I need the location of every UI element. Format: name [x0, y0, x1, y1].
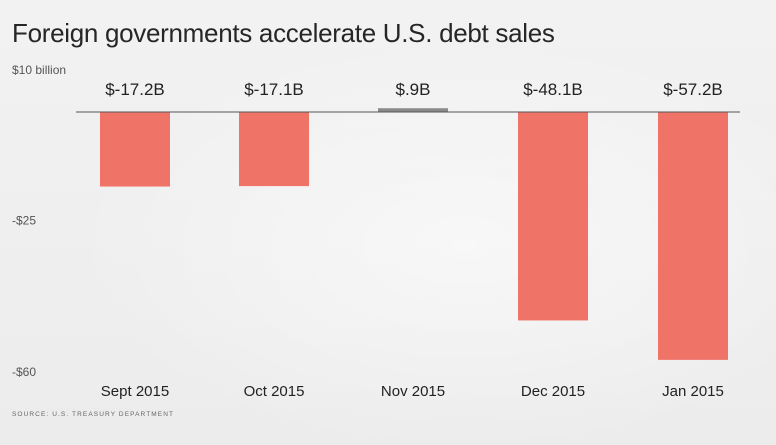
bar-value-label: $-17.2B	[105, 80, 165, 99]
x-tick-label: Oct 2015	[244, 383, 305, 400]
x-axis-labels: Sept 2015 Oct 2015 Nov 2015 Dec 2015 Jan 201…	[101, 383, 724, 400]
bar	[658, 112, 728, 360]
bar	[378, 108, 448, 112]
bar	[100, 112, 170, 187]
x-tick-label: Nov 2015	[381, 383, 445, 400]
bars	[100, 108, 728, 360]
y-tick-label: -$60	[12, 365, 36, 379]
source-note: Source: U.S. Treasury Department	[12, 411, 175, 418]
bar-value-label: $-57.2B	[663, 80, 723, 99]
y-axis-ticks: $10 billion -$25 -$60	[12, 63, 66, 379]
bar-value-label: $-48.1B	[523, 80, 583, 99]
x-tick-label: Jan 2015	[662, 383, 724, 400]
bar	[518, 112, 588, 321]
bar-value-label: $.9B	[396, 80, 431, 99]
y-tick-label: $10 billion	[12, 63, 66, 77]
value-labels: $-17.2B $-17.1B $.9B $-48.1B $-57.2B	[105, 80, 723, 99]
y-tick-label: -$25	[12, 213, 36, 227]
chart-title: Foreign governments accelerate U.S. debt…	[12, 18, 555, 48]
bar-value-label: $-17.1B	[244, 80, 304, 99]
bar	[239, 112, 309, 187]
x-tick-label: Dec 2015	[521, 383, 585, 400]
x-tick-label: Sept 2015	[101, 383, 169, 400]
